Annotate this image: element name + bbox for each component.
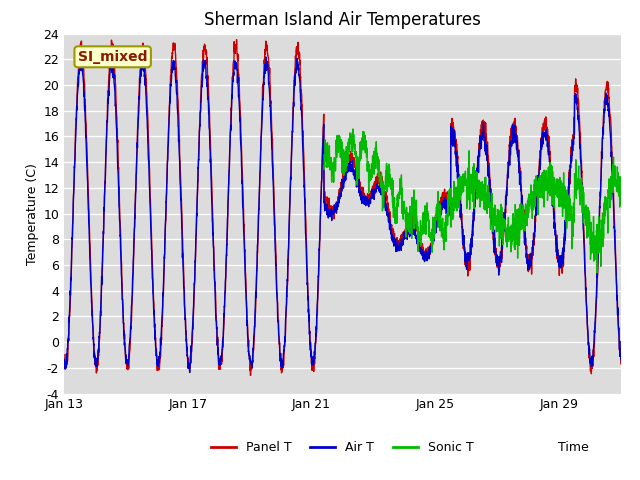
Legend: Panel T, Air T, Sonic T: Panel T, Air T, Sonic T <box>206 436 479 459</box>
Text: SI_mixed: SI_mixed <box>78 50 147 64</box>
Title: Sherman Island Air Temperatures: Sherman Island Air Temperatures <box>204 11 481 29</box>
Y-axis label: Temperature (C): Temperature (C) <box>26 163 39 264</box>
Text: Time: Time <box>558 441 589 454</box>
